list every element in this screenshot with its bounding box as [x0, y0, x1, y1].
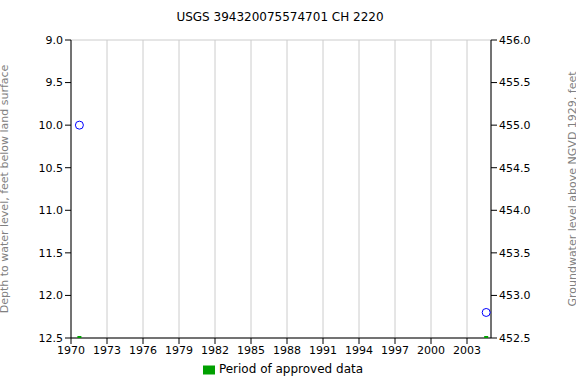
svg-text:453.5: 453.5 [499, 247, 531, 260]
svg-text:9.0: 9.0 [46, 34, 64, 47]
svg-text:1979: 1979 [165, 344, 193, 357]
svg-text:1982: 1982 [201, 344, 229, 357]
svg-text:1985: 1985 [237, 344, 265, 357]
svg-text:Groundwater level above NGVD 1: Groundwater level above NGVD 1929, feet [566, 71, 568, 307]
svg-text:455.5: 455.5 [499, 76, 531, 89]
svg-text:1997: 1997 [381, 344, 409, 357]
svg-text:456.0: 456.0 [499, 34, 531, 47]
svg-text:2000: 2000 [417, 344, 445, 357]
svg-text:1973: 1973 [93, 344, 121, 357]
svg-text:2003: 2003 [453, 344, 481, 357]
svg-text:11.5: 11.5 [39, 247, 64, 260]
svg-text:Depth to water level, feet bel: Depth to water level, feet below land su… [8, 64, 11, 313]
svg-text:454.5: 454.5 [499, 162, 531, 175]
svg-text:1991: 1991 [309, 344, 337, 357]
svg-text:9.5: 9.5 [46, 76, 64, 89]
svg-text:10.5: 10.5 [39, 162, 64, 175]
svg-text:454.0: 454.0 [499, 204, 531, 217]
svg-text:452.5: 452.5 [499, 332, 531, 345]
svg-text:453.0: 453.0 [499, 289, 531, 302]
svg-text:10.0: 10.0 [39, 119, 64, 132]
svg-text:1988: 1988 [273, 344, 301, 357]
svg-text:1994: 1994 [345, 344, 373, 357]
html-text:USGS 394320075574701 CH 2220: USGS 394320075574701 CH 2220 [176, 10, 384, 24]
html-text:Period of approved data: Period of approved data [218, 362, 364, 376]
svg-text:455.0: 455.0 [499, 119, 531, 132]
svg-text:1976: 1976 [129, 344, 157, 357]
svg-text:11.0: 11.0 [39, 204, 64, 217]
svg-text:12.0: 12.0 [39, 289, 64, 302]
svg-text:1970: 1970 [57, 344, 85, 357]
svg-text:12.5: 12.5 [39, 332, 64, 345]
